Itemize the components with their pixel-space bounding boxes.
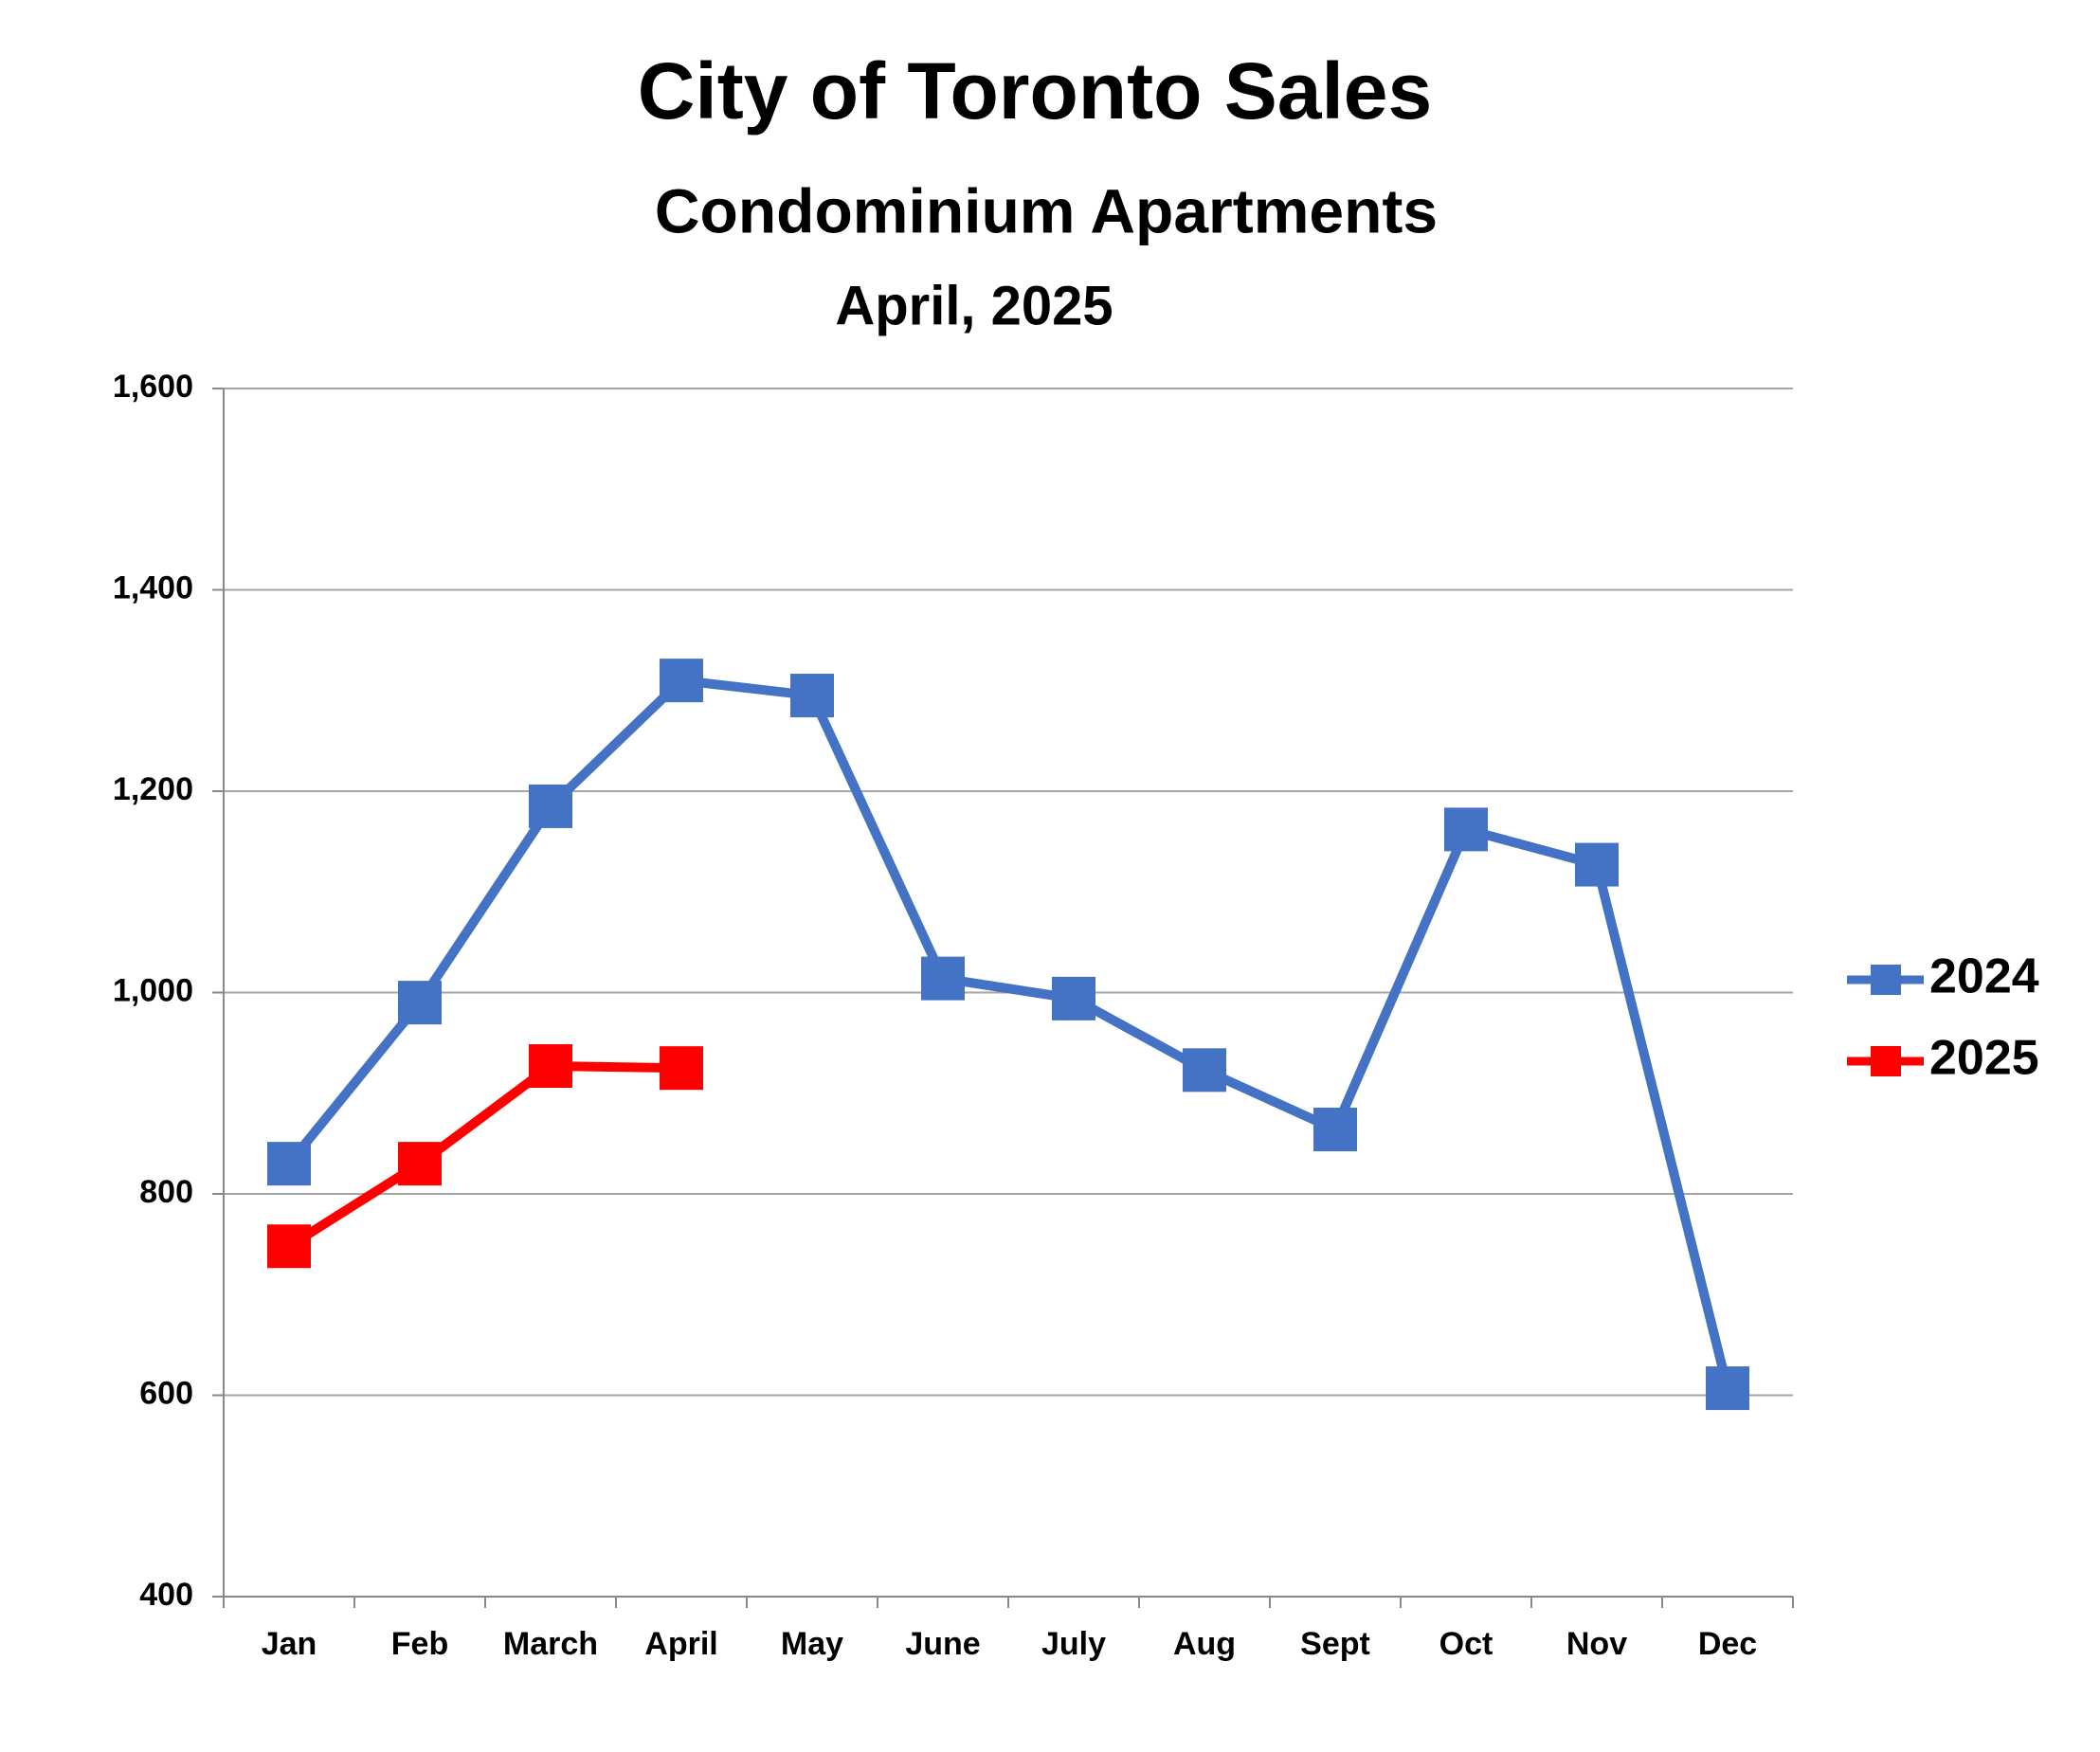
x-tick-label: Sept	[1300, 1626, 1370, 1662]
marker	[660, 659, 703, 703]
marker	[660, 1046, 703, 1091]
y-tick-label: 1,400	[113, 569, 193, 605]
marker	[398, 1142, 442, 1186]
series-line	[286, 1061, 682, 1251]
series-line	[285, 676, 1732, 1390]
marker	[1183, 1048, 1226, 1093]
marker	[1313, 1108, 1357, 1151]
marker	[267, 1142, 311, 1186]
x-tick-label: July	[1041, 1626, 1106, 1662]
legend-label: 2025	[1929, 1031, 2039, 1086]
x-tick-label: Nov	[1566, 1626, 1627, 1662]
x-tick-label: March	[503, 1626, 598, 1662]
legend-marker	[1871, 1046, 1901, 1076]
x-tick-label: Aug	[1173, 1626, 1236, 1662]
chart-date: April, 2025	[835, 275, 1113, 336]
marker	[398, 981, 442, 1025]
marker	[1706, 1366, 1749, 1411]
chart-subtitle: Condominium Apartments	[655, 175, 1438, 245]
marker	[1575, 842, 1619, 887]
marker	[267, 1224, 311, 1269]
y-tick-label: 1,000	[113, 972, 193, 1008]
marker	[790, 674, 834, 718]
x-tick-label: April	[644, 1626, 717, 1662]
marker	[529, 784, 572, 828]
marker	[1052, 976, 1095, 1020]
y-tick-label: 400	[139, 1577, 193, 1613]
y-tick-label: 1,600	[113, 369, 193, 405]
x-tick-label: June	[905, 1626, 980, 1662]
marker	[921, 956, 965, 1001]
x-tick-label: Jan	[262, 1626, 317, 1662]
chart-title: City of Toronto Sales	[638, 46, 1432, 135]
x-tick-label: Feb	[391, 1626, 448, 1662]
x-tick-label: May	[781, 1626, 843, 1662]
x-tick-label: Dec	[1698, 1626, 1757, 1662]
y-tick-label: 800	[139, 1174, 193, 1210]
y-tick-label: 1,200	[113, 771, 193, 807]
x-tick-label: Oct	[1439, 1626, 1494, 1662]
marker	[529, 1044, 572, 1089]
marker	[1444, 807, 1488, 852]
legend-marker	[1871, 965, 1901, 995]
legend-label: 2024	[1929, 949, 2039, 1004]
y-tick-label: 600	[139, 1375, 193, 1411]
